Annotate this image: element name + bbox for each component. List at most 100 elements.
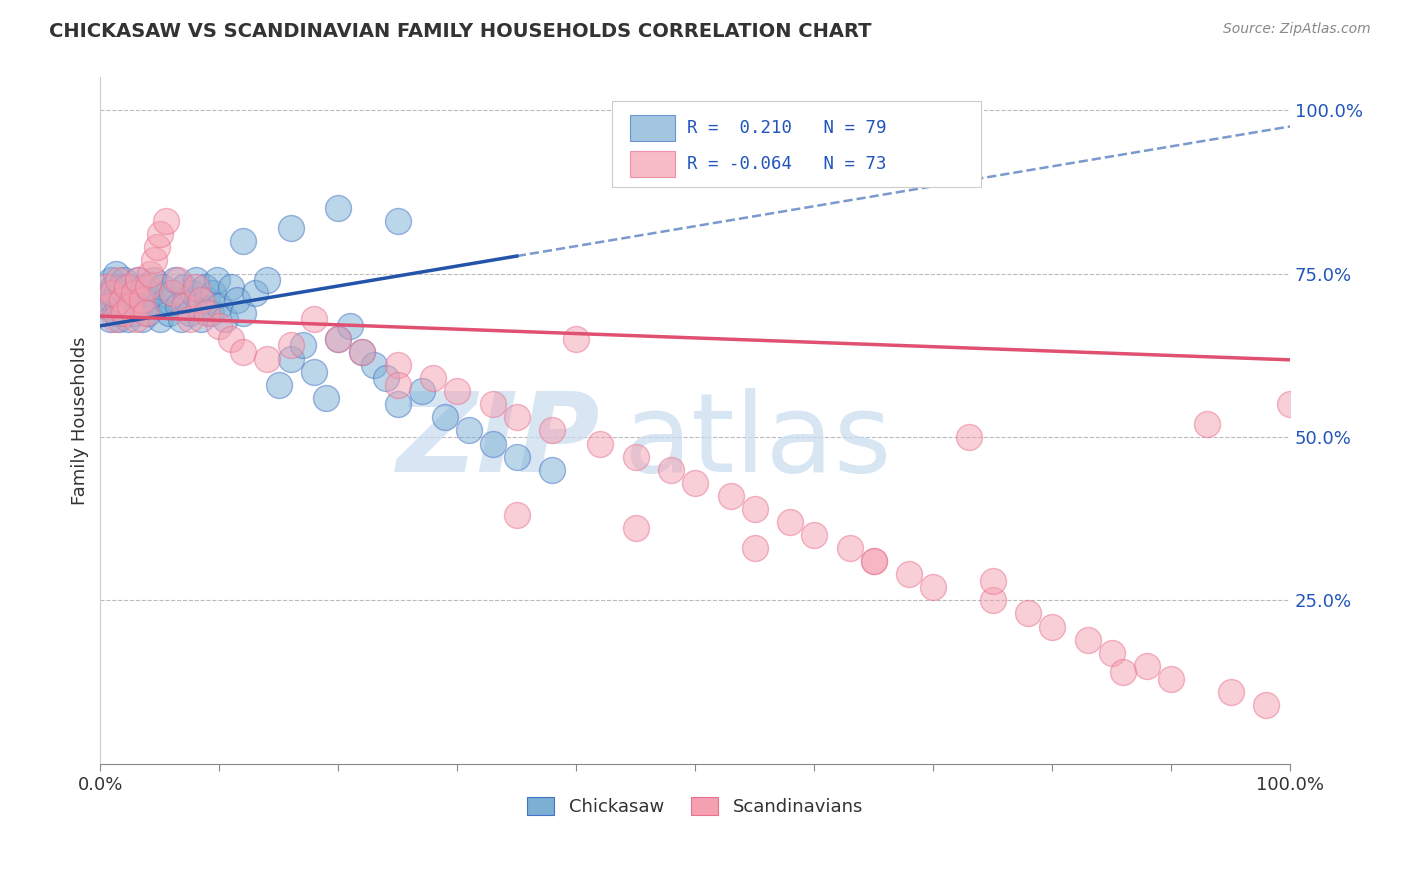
- Point: [482, 397, 505, 411]
- Point: [803, 528, 825, 542]
- Point: [352, 345, 374, 359]
- Point: [160, 286, 183, 301]
- Text: Source: ZipAtlas.com: Source: ZipAtlas.com: [1223, 22, 1371, 37]
- Point: [1219, 685, 1241, 699]
- Point: [219, 332, 242, 346]
- Point: [129, 299, 152, 313]
- Bar: [630, 114, 675, 141]
- Point: [898, 567, 921, 582]
- Point: [173, 299, 195, 313]
- FancyBboxPatch shape: [612, 102, 981, 187]
- Point: [114, 286, 136, 301]
- Point: [458, 424, 481, 438]
- Point: [107, 299, 129, 313]
- Point: [125, 286, 148, 301]
- Point: [184, 279, 207, 293]
- Point: [108, 312, 131, 326]
- Point: [291, 338, 314, 352]
- Point: [115, 279, 138, 293]
- Point: [173, 279, 195, 293]
- Bar: [630, 151, 675, 177]
- Y-axis label: Family Households: Family Households: [72, 336, 89, 505]
- Point: [280, 338, 302, 352]
- Point: [111, 293, 134, 307]
- Point: [115, 299, 138, 313]
- Point: [219, 279, 242, 293]
- Point: [683, 475, 706, 490]
- Point: [1136, 658, 1159, 673]
- Point: [200, 306, 222, 320]
- Point: [142, 253, 165, 268]
- Point: [779, 515, 801, 529]
- Point: [232, 345, 254, 359]
- Point: [136, 306, 159, 320]
- Point: [411, 384, 433, 399]
- Point: [110, 279, 132, 293]
- Point: [232, 306, 254, 320]
- Point: [127, 273, 149, 287]
- Point: [98, 312, 121, 326]
- Point: [374, 371, 396, 385]
- Point: [208, 318, 231, 333]
- Point: [744, 501, 766, 516]
- Point: [188, 299, 211, 313]
- Point: [149, 312, 172, 326]
- Point: [202, 286, 225, 301]
- Point: [446, 384, 468, 399]
- Point: [166, 299, 188, 313]
- Point: [387, 377, 409, 392]
- Point: [112, 273, 135, 287]
- Point: [482, 436, 505, 450]
- Point: [922, 580, 945, 594]
- Point: [104, 267, 127, 281]
- Point: [205, 273, 228, 287]
- Point: [1101, 646, 1123, 660]
- Point: [104, 312, 127, 326]
- Point: [139, 267, 162, 281]
- Point: [1195, 417, 1218, 431]
- Point: [1040, 619, 1063, 633]
- Point: [256, 351, 278, 366]
- Point: [101, 286, 124, 301]
- Point: [589, 436, 612, 450]
- Point: [981, 574, 1004, 588]
- Point: [661, 463, 683, 477]
- Point: [122, 306, 145, 320]
- Text: R =  0.210   N = 79: R = 0.210 N = 79: [688, 119, 886, 136]
- Point: [422, 371, 444, 385]
- Point: [957, 430, 980, 444]
- Point: [232, 234, 254, 248]
- Point: [96, 299, 118, 313]
- Point: [387, 214, 409, 228]
- Point: [197, 293, 219, 307]
- Point: [280, 220, 302, 235]
- Point: [157, 306, 180, 320]
- Point: [125, 312, 148, 326]
- Point: [170, 312, 193, 326]
- Point: [506, 450, 529, 464]
- Point: [135, 306, 157, 320]
- Point: [184, 273, 207, 287]
- Point: [862, 554, 884, 568]
- Point: [214, 312, 236, 326]
- Point: [120, 299, 142, 313]
- Point: [304, 312, 326, 326]
- Text: ZIP: ZIP: [396, 388, 600, 495]
- Point: [139, 286, 162, 301]
- Point: [117, 312, 139, 326]
- Point: [136, 279, 159, 293]
- Point: [103, 279, 125, 293]
- Point: [190, 293, 212, 307]
- Point: [339, 318, 361, 333]
- Point: [981, 593, 1004, 607]
- Point: [97, 286, 120, 301]
- Point: [194, 279, 217, 293]
- Point: [111, 293, 134, 307]
- Point: [197, 306, 219, 320]
- Point: [121, 293, 143, 307]
- Text: R = -0.064   N = 73: R = -0.064 N = 73: [688, 155, 886, 173]
- Legend: Chickasaw, Scandinavians: Chickasaw, Scandinavians: [520, 789, 870, 823]
- Point: [267, 377, 290, 392]
- Point: [105, 286, 128, 301]
- Point: [862, 554, 884, 568]
